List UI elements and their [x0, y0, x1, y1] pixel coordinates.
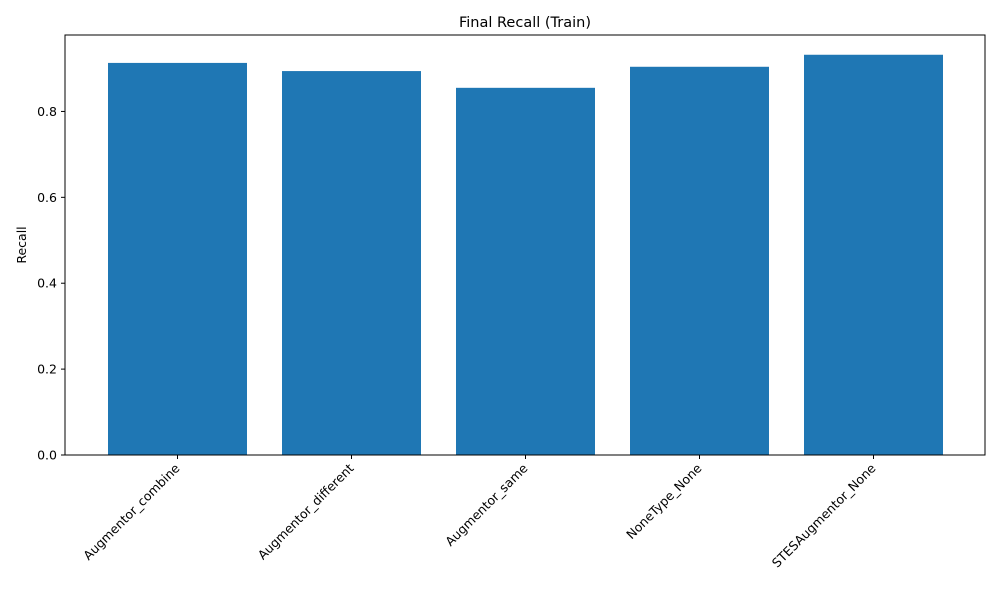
- bar-Augmentor_different: [282, 71, 421, 456]
- y-tick-label: 0.0: [37, 448, 57, 463]
- chart-title: Final Recall (Train): [459, 15, 591, 31]
- y-tick-label: 0.2: [37, 362, 57, 377]
- x-tick-label: Augmentor_same: [442, 460, 531, 549]
- x-tick-label: NoneType_None: [623, 460, 705, 542]
- x-tick-label: Augmentor_different: [255, 460, 357, 562]
- y-tick-label: 0.4: [37, 276, 57, 291]
- y-axis-ticks: 0.0 0.2 0.4 0.6 0.8: [37, 104, 65, 463]
- plot-area-frame: [64, 34, 986, 456]
- bar-Augmentor_same: [456, 87, 595, 455]
- x-tick-label: Augmentor_combine: [80, 460, 183, 563]
- bar-Augmentor_combine: [108, 62, 247, 455]
- y-tick-label: 0.8: [37, 104, 57, 119]
- y-axis-label: Recall: [14, 226, 29, 263]
- x-axis-ticks: Augmentor_combine Augmentor_different Augm…: [80, 455, 879, 570]
- bars-group: [108, 54, 943, 456]
- x-tick-label: STESAugmentor_None: [769, 460, 879, 570]
- bar-STESAugmentor_None: [804, 54, 943, 455]
- y-tick-label: 0.6: [37, 190, 57, 205]
- bar-NoneType_None: [630, 66, 769, 455]
